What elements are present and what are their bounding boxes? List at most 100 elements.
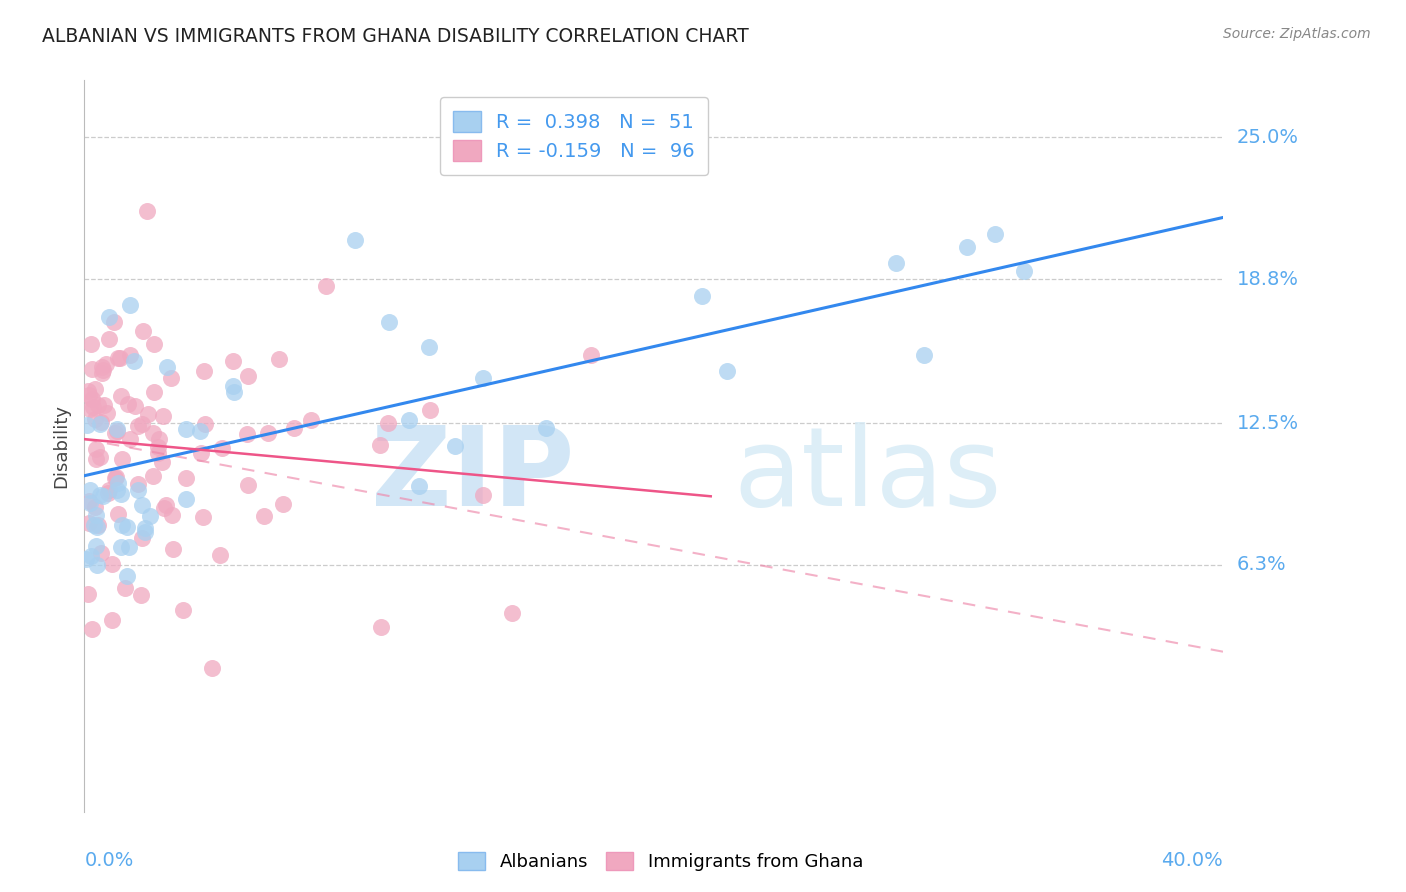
Point — [98, 310, 121, 324]
Point — [160, 370, 183, 384]
Point — [83, 517, 105, 532]
Text: 0.0%: 0.0% — [84, 851, 134, 870]
Point — [370, 620, 392, 634]
Point — [104, 471, 127, 485]
Point — [97, 332, 120, 346]
Point — [201, 661, 224, 675]
Point — [84, 539, 107, 553]
Point — [193, 509, 215, 524]
Point — [127, 477, 149, 491]
Text: 12.5%: 12.5% — [1237, 414, 1299, 433]
Point — [110, 540, 132, 554]
Point — [91, 363, 114, 377]
Point — [114, 582, 136, 596]
Point — [238, 477, 260, 491]
Point — [118, 541, 141, 555]
Point — [343, 233, 366, 247]
Point — [884, 256, 907, 270]
Point — [89, 488, 111, 502]
Point — [105, 483, 128, 497]
Point — [117, 397, 139, 411]
Point — [377, 417, 399, 431]
Point — [77, 494, 100, 508]
Point — [122, 354, 145, 368]
Text: 40.0%: 40.0% — [1161, 851, 1223, 870]
Point — [79, 495, 101, 509]
Point — [101, 613, 124, 627]
Point — [984, 227, 1007, 241]
Point — [77, 388, 100, 402]
Point — [378, 315, 401, 329]
Point — [89, 417, 111, 431]
Point — [221, 379, 243, 393]
Point — [90, 360, 112, 375]
Point — [134, 524, 156, 539]
Point — [87, 398, 110, 412]
Point — [472, 488, 495, 502]
Point — [579, 348, 602, 362]
Point — [912, 348, 935, 362]
Point — [209, 549, 232, 563]
Point — [271, 497, 294, 511]
Point — [84, 508, 107, 522]
Point — [236, 426, 259, 441]
Point — [299, 412, 322, 426]
Text: 6.3%: 6.3% — [1237, 556, 1286, 574]
Text: ZIP: ZIP — [371, 422, 574, 529]
Point — [115, 568, 138, 582]
Text: atlas: atlas — [734, 422, 1002, 529]
Point — [91, 366, 114, 380]
Point — [222, 354, 245, 368]
Point — [127, 419, 149, 434]
Point — [193, 364, 215, 378]
Point — [398, 413, 420, 427]
Point — [124, 399, 146, 413]
Point — [89, 450, 111, 465]
Point — [368, 437, 391, 451]
Point — [104, 426, 127, 441]
Point — [76, 587, 98, 601]
Point — [87, 518, 110, 533]
Point — [90, 545, 112, 559]
Point — [190, 446, 212, 460]
Point — [110, 486, 132, 500]
Point — [315, 279, 337, 293]
Point — [115, 520, 138, 534]
Point — [118, 348, 141, 362]
Point — [131, 531, 153, 545]
Text: Source: ZipAtlas.com: Source: ZipAtlas.com — [1223, 27, 1371, 41]
Point — [408, 479, 430, 493]
Point — [152, 501, 174, 516]
Point — [82, 400, 104, 414]
Point — [79, 402, 101, 417]
Point — [131, 498, 153, 512]
Point — [148, 432, 170, 446]
Text: 25.0%: 25.0% — [1237, 128, 1299, 147]
Point — [105, 424, 128, 438]
Text: 18.8%: 18.8% — [1237, 269, 1299, 289]
Point — [152, 409, 174, 424]
Point — [156, 359, 179, 374]
Point — [146, 446, 169, 460]
Point — [118, 432, 141, 446]
Point — [104, 469, 127, 483]
Y-axis label: Disability: Disability — [52, 404, 70, 488]
Point — [131, 589, 153, 603]
Point — [1012, 264, 1035, 278]
Point — [136, 203, 159, 218]
Point — [79, 483, 101, 497]
Point — [176, 422, 198, 436]
Legend: Albanians, Immigrants from Ghana: Albanians, Immigrants from Ghana — [451, 845, 870, 879]
Point — [194, 417, 217, 431]
Point — [103, 315, 125, 329]
Point — [127, 483, 149, 497]
Point — [443, 439, 465, 453]
Point — [98, 483, 121, 498]
Point — [110, 389, 132, 403]
Point — [132, 324, 155, 338]
Point — [91, 489, 114, 503]
Point — [155, 499, 177, 513]
Point — [174, 492, 197, 507]
Point — [690, 289, 713, 303]
Point — [956, 240, 979, 254]
